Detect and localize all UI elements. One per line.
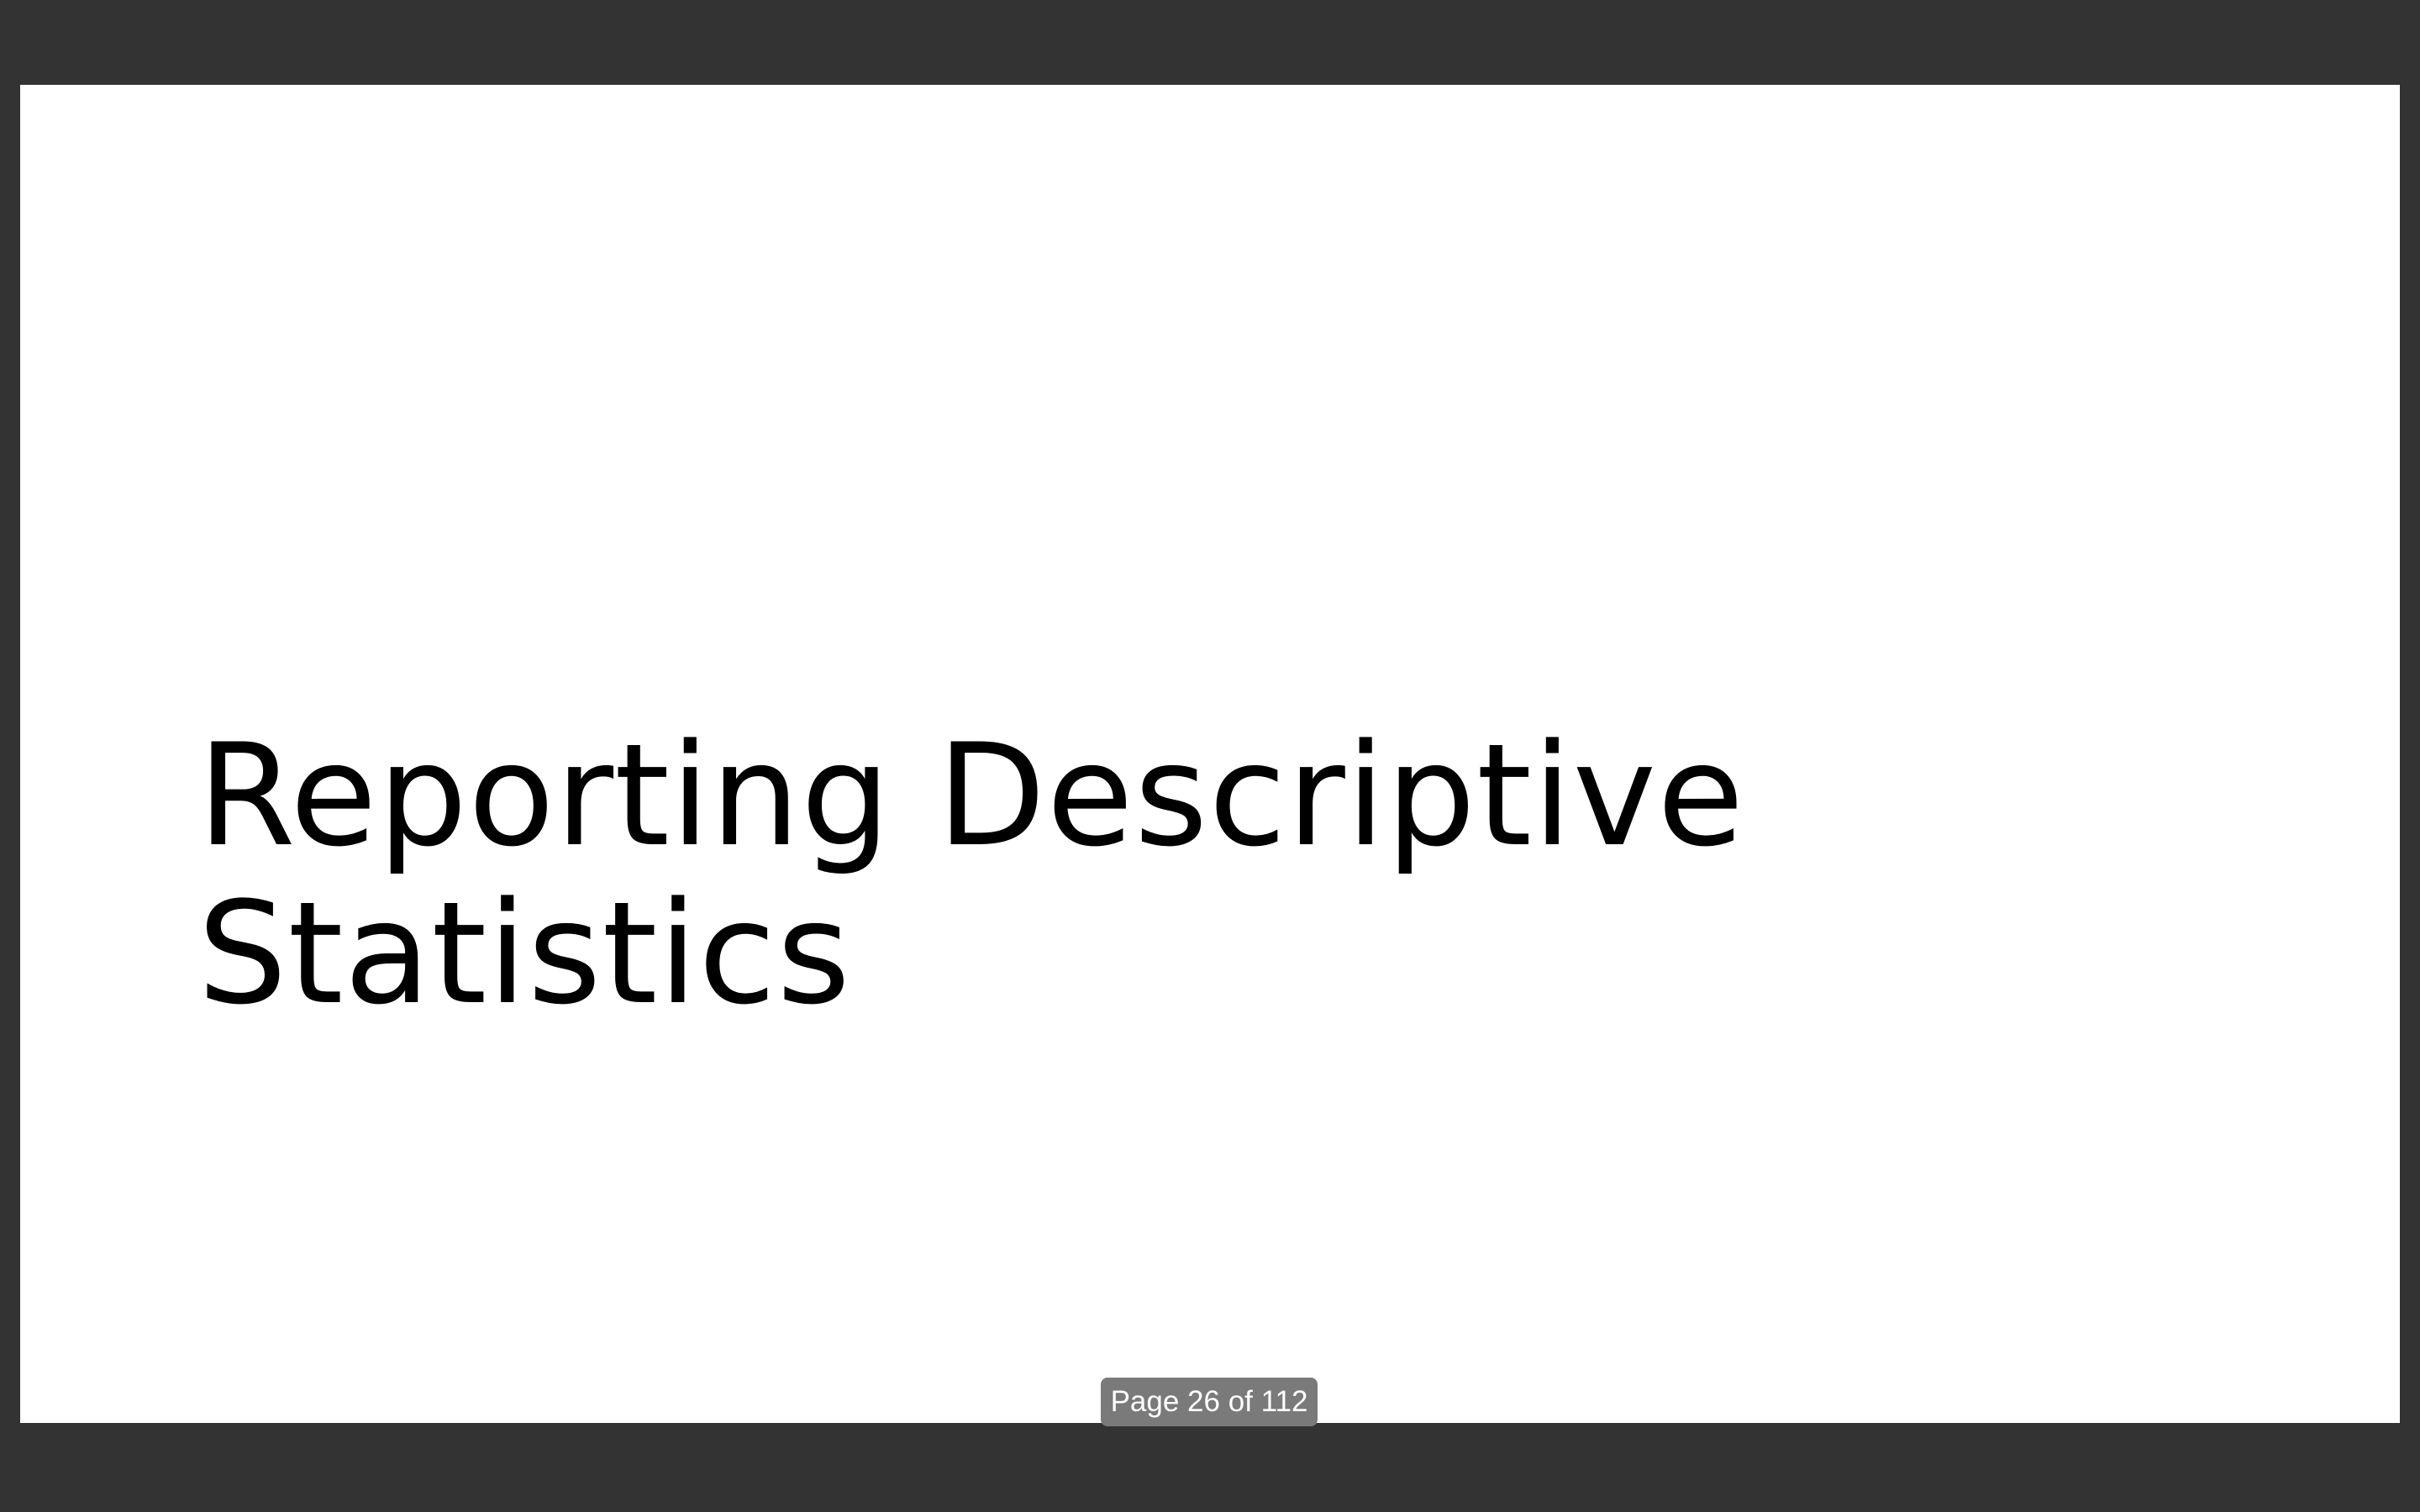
page-indicator: Page 26 of 112 xyxy=(1101,1378,1318,1426)
slide-title: Reporting Descriptive Statistics xyxy=(197,713,1745,1036)
slide-page[interactable]: Reporting Descriptive Statistics xyxy=(20,85,2400,1423)
